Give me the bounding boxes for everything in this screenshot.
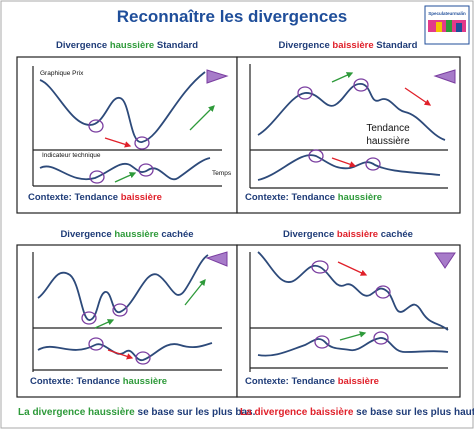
panel-title: Divergence baissière cachée (283, 229, 413, 240)
diagram (32, 251, 228, 372)
context: Contexte: Tendance baissière (245, 376, 379, 387)
panel (16, 56, 238, 214)
footer-note: La divergence baissière se base sur les … (240, 407, 474, 418)
title: Reconnaître les divergences (117, 7, 348, 26)
panel (236, 244, 461, 398)
context: Contexte: Tendance haussière (30, 376, 167, 387)
panel (236, 56, 461, 214)
diagram (32, 66, 229, 187)
diagram (249, 64, 456, 189)
label: Graphique Prix (40, 70, 84, 77)
panel-title: Divergence haussière cachée (60, 229, 193, 240)
footer-note: La divergence haussière se base sur les … (18, 407, 256, 418)
logo-text: Speculateurmalin (428, 11, 466, 16)
label: Indicateur technique (42, 152, 101, 159)
label: Tendance (366, 123, 410, 134)
label: haussière (366, 136, 410, 147)
label: Temps (212, 170, 232, 177)
logo: Speculateurmalin (424, 5, 470, 45)
panel-title: Divergence haussière Standard (56, 40, 198, 51)
context: Contexte: Tendance baissière (28, 192, 162, 203)
panel (16, 244, 238, 398)
panel-title: Divergence baissière Standard (279, 40, 418, 51)
context: Contexte: Tendance haussière (245, 192, 382, 203)
diagram (249, 251, 456, 372)
